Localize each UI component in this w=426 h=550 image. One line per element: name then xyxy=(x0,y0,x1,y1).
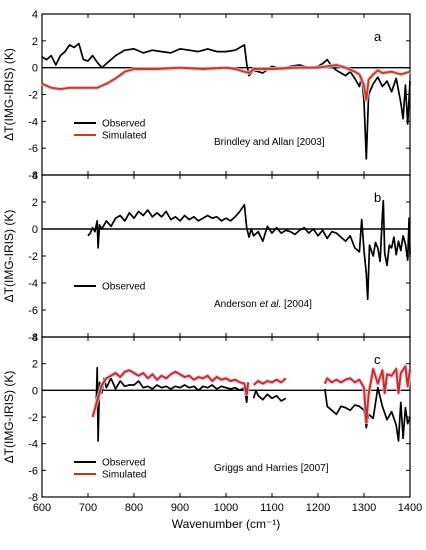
reference-note: Griggs and Harries [2007] xyxy=(214,463,329,474)
y-tick-label: 2 xyxy=(32,197,38,209)
x-tick-label: 800 xyxy=(125,502,143,514)
panel-letter: a xyxy=(374,29,382,44)
series-halo xyxy=(90,368,251,418)
x-axis-title: Wavenumber (cm⁻¹) xyxy=(172,517,281,531)
series-line-simulated xyxy=(252,377,287,386)
x-tick-label: 700 xyxy=(79,502,97,514)
reference-note: Brindley and Allan [2003] xyxy=(214,137,325,148)
y-tick-label: 0 xyxy=(32,224,38,236)
y-tick-label: -8 xyxy=(28,332,38,344)
series-line-observed xyxy=(252,389,287,402)
panels-group: 4 2 0 -2 -4 -6 -8 ΔT(IMG-IRIS) (K) a Brindley and… xyxy=(2,9,412,504)
legend-label: Observed xyxy=(102,458,145,469)
y-tick-label: 0 xyxy=(32,63,38,75)
plot-frame xyxy=(41,174,411,338)
x-tick-label: 600 xyxy=(33,502,51,514)
y-tick-label: 2 xyxy=(32,359,38,371)
y-tick-label: -8 xyxy=(28,170,38,182)
y-tick-label: -4 xyxy=(28,439,38,451)
x-tick-label: 1000 xyxy=(214,502,238,514)
series-line-simulated xyxy=(91,369,250,418)
x-tick-label: 1200 xyxy=(306,502,330,514)
y-tick-label: 4 xyxy=(32,9,38,21)
series-line-observed xyxy=(87,199,411,301)
plot-frame xyxy=(41,13,411,176)
y-tick-label: -4 xyxy=(28,278,38,290)
y-axis-title: ΔT(IMG-IRIS) (K) xyxy=(2,48,16,141)
y-axis-title: ΔT(IMG-IRIS) (K) xyxy=(2,371,16,464)
y-axis-title: ΔT(IMG-IRIS) (K) xyxy=(2,210,16,303)
x-tick-label: 1400 xyxy=(398,502,422,514)
series-line-simulated xyxy=(324,365,411,424)
series-line-simulated xyxy=(41,64,411,101)
chart-panel-c: 4 2 0 -2 -4 -6 -8 ΔT(IMG-IRIS) (K) c Griggs and H… xyxy=(2,332,412,504)
y-tick-label: 2 xyxy=(32,36,38,48)
y-tick-label: -2 xyxy=(28,251,38,263)
x-tick-label: 900 xyxy=(171,502,189,514)
legend-label: Observed xyxy=(102,119,145,130)
series-line-observed xyxy=(324,386,411,442)
chart-panel-b: 4 2 0 -2 -4 -6 -8 ΔT(IMG-IRIS) (K) b Anderson et … xyxy=(2,170,411,344)
y-tick-label: 4 xyxy=(32,332,38,344)
series-halo xyxy=(41,63,411,102)
y-tick-label: -2 xyxy=(28,90,38,102)
y-tick-label: 0 xyxy=(32,385,38,397)
y-tick-label: -6 xyxy=(28,305,38,317)
reference-note: Anderson et al. [2004] xyxy=(214,299,312,310)
y-tick-label: -2 xyxy=(28,412,38,424)
y-tick-label: 4 xyxy=(32,170,38,182)
legend-label: Simulated xyxy=(102,131,146,142)
legend-label: Simulated xyxy=(102,470,146,481)
panel-letter: b xyxy=(374,190,381,205)
x-tick-label: 1100 xyxy=(260,502,284,514)
x-axis-ticks: 600 700 800 900 1000 1100 1200 1300 1400 xyxy=(33,502,422,514)
x-tick-label: 1300 xyxy=(352,502,376,514)
panel-letter: c xyxy=(374,352,381,367)
y-tick-label: -6 xyxy=(28,143,38,155)
chart-panel-a: 4 2 0 -2 -4 -6 -8 ΔT(IMG-IRIS) (K) a Brindley and… xyxy=(2,9,411,182)
y-tick-label: -8 xyxy=(28,492,38,504)
y-tick-label: -6 xyxy=(28,465,38,477)
y-tick-label: -4 xyxy=(28,116,38,128)
legend-label: Observed xyxy=(102,282,145,293)
